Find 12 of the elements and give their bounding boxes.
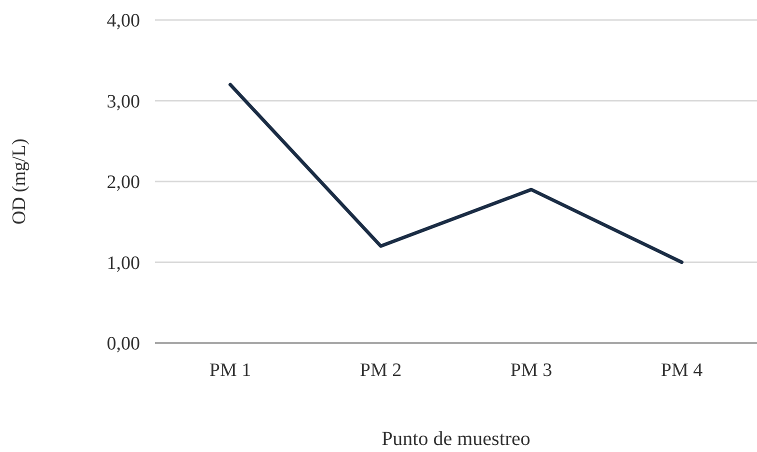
y-tick-label: 1,00 [106,252,140,274]
x-axis-title: Punto de muestreo [382,428,530,450]
x-tick-label: PM 1 [209,360,252,381]
y-tick-label: 3,00 [106,91,140,112]
y-axis-title: OD (mg/L) [9,138,30,225]
x-tick-label: PM 2 [360,360,402,381]
x-tick-label: PM 3 [510,360,552,381]
y-tick-label: 2,00 [106,172,140,194]
y-tick-label: 4,00 [106,10,140,32]
line-series [228,82,684,264]
x-tick-label: PM 4 [660,360,704,381]
y-tick-label: 0,00 [106,334,140,355]
